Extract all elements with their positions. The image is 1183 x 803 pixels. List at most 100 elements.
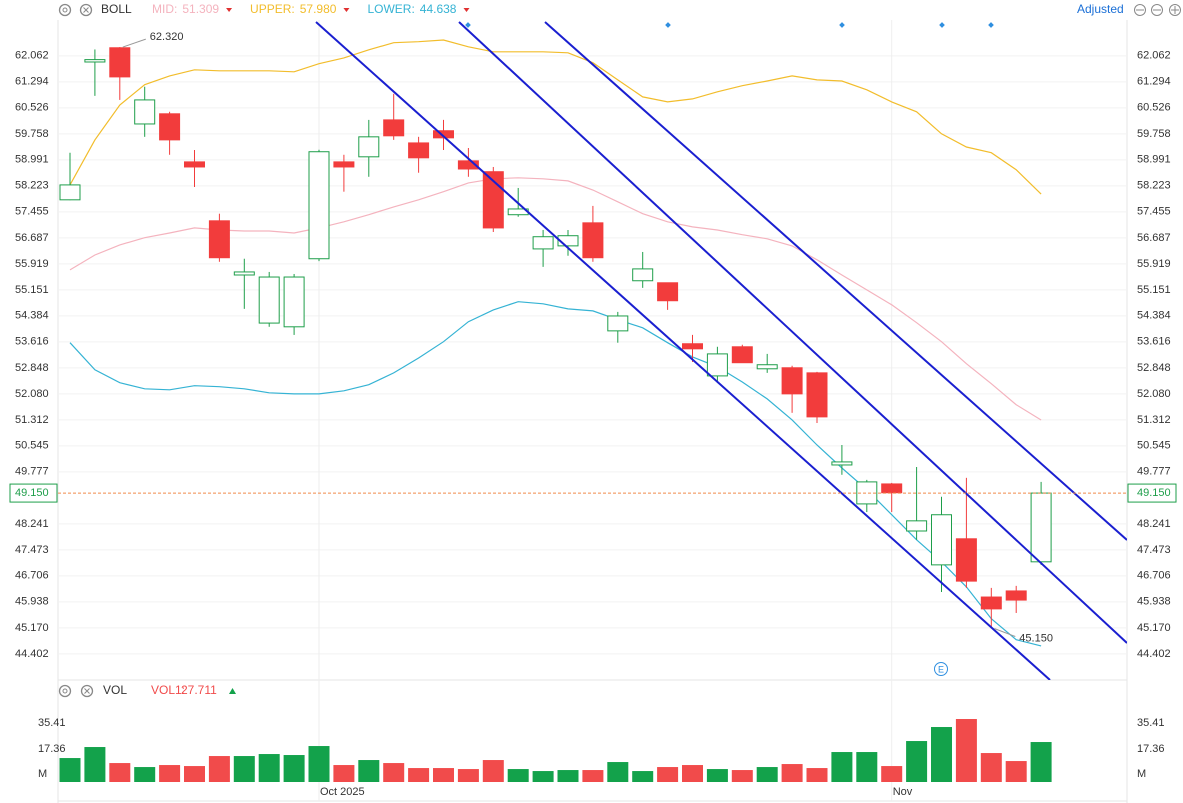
y-tick-label: 60.526 xyxy=(15,102,49,114)
candle-body xyxy=(806,372,828,418)
candle-body xyxy=(134,99,156,125)
y-tick-label: 56.687 xyxy=(1137,232,1171,244)
candle-body xyxy=(159,113,181,141)
event-icon[interactable] xyxy=(934,662,948,676)
y-tick-label: 60.526 xyxy=(1137,102,1171,114)
channel-line[interactable] xyxy=(544,21,1127,541)
candle-body xyxy=(980,596,1002,610)
legend-value: 51.309 xyxy=(182,2,219,16)
y-tick-label: 50.545 xyxy=(15,440,49,452)
legend-dropdown xyxy=(463,8,470,12)
candle-body xyxy=(706,353,728,377)
volume-ma-name: VOL1: xyxy=(151,683,185,697)
volume-bar xyxy=(59,758,81,782)
y-tick-label: 55.919 xyxy=(15,258,49,270)
y-tick-label: 59.758 xyxy=(1137,128,1171,140)
event-marker[interactable] xyxy=(988,22,994,28)
volume-bar xyxy=(1005,761,1027,782)
candle-body xyxy=(333,161,355,168)
y-tick-label: 53.616 xyxy=(15,336,49,348)
price-tag xyxy=(9,483,58,503)
y-tick-label: 35.41 xyxy=(38,717,66,729)
channel-line[interactable] xyxy=(458,21,1127,644)
y-tick-label: 53.616 xyxy=(1137,336,1171,348)
legend-name: LOWER: xyxy=(367,2,414,16)
y-tick-label: 44.402 xyxy=(15,648,49,660)
volume-bar xyxy=(84,747,106,782)
y-tick-label: 58.991 xyxy=(1137,154,1171,166)
adjust-label[interactable]: Adjusted xyxy=(1077,2,1124,16)
candle-body xyxy=(557,235,579,247)
y-tick-label: 49.777 xyxy=(1137,466,1171,478)
minus-icon[interactable] xyxy=(1151,4,1163,16)
settings-icon[interactable] xyxy=(58,684,72,698)
y-tick-label: 46.706 xyxy=(15,570,49,582)
volume-bar xyxy=(931,727,952,782)
band-line xyxy=(69,39,1042,195)
event-marker[interactable] xyxy=(665,22,671,28)
y-tick-label: 61.294 xyxy=(1137,76,1171,88)
volume-bar xyxy=(333,765,355,782)
band-line xyxy=(69,301,1042,647)
y-tick-label: 45.938 xyxy=(15,596,49,608)
y-tick-label: 52.848 xyxy=(15,362,49,374)
candle-body xyxy=(657,282,679,302)
volume-bar xyxy=(582,770,604,782)
volume-bar xyxy=(806,768,828,782)
y-tick-label: 51.312 xyxy=(1137,414,1171,426)
candle-body xyxy=(607,315,629,332)
event-marker[interactable] xyxy=(839,22,845,28)
event-marker[interactable] xyxy=(939,22,945,28)
y-tick-label: 45.938 xyxy=(1137,596,1171,608)
volume-bar xyxy=(159,765,181,782)
candle-body xyxy=(109,47,131,78)
plus-icon-cross xyxy=(1171,6,1179,14)
y-tick-label: 45.170 xyxy=(15,622,49,634)
plus-icon[interactable] xyxy=(1169,4,1181,16)
candle-body xyxy=(881,483,903,494)
volume-bar xyxy=(980,753,1002,782)
y-tick-label: 54.384 xyxy=(15,310,49,322)
y-tick-label: 47.473 xyxy=(1137,544,1171,556)
volume-bar xyxy=(258,754,280,782)
candle-body xyxy=(1005,590,1027,601)
volume-bar xyxy=(208,756,230,782)
candle-body xyxy=(84,59,106,63)
candle-body xyxy=(59,184,81,201)
volume-bar xyxy=(856,752,878,782)
volume-bar xyxy=(383,763,405,782)
candle-body xyxy=(308,151,330,260)
candle-body xyxy=(831,461,853,466)
volume-bar xyxy=(557,770,579,782)
volume-bar xyxy=(433,768,454,782)
y-tick-label: 61.294 xyxy=(15,76,49,88)
y-tick-label: 55.151 xyxy=(15,284,49,296)
settings-icon[interactable] xyxy=(58,3,72,17)
y-tick-label: 52.080 xyxy=(15,388,49,400)
volume-bar xyxy=(283,755,305,782)
y-tick-label: 54.384 xyxy=(1137,310,1171,322)
hide-icon[interactable] xyxy=(80,684,94,698)
indicator-name: BOLL xyxy=(101,2,132,16)
hide-icon[interactable] xyxy=(79,3,93,17)
high-label: 62.320 xyxy=(150,31,184,43)
channel-line[interactable] xyxy=(315,21,1051,680)
candle-body xyxy=(955,538,977,582)
candle-body xyxy=(582,222,604,259)
volume-bar xyxy=(831,752,853,782)
low-leader xyxy=(994,628,1016,637)
candle-body xyxy=(208,220,230,259)
candle-body xyxy=(756,364,778,370)
candle-body xyxy=(383,119,405,137)
event-marker[interactable] xyxy=(465,22,471,28)
collapse-icon[interactable] xyxy=(1134,4,1146,16)
y-tick-label: 49.777 xyxy=(15,466,49,478)
channel-lines xyxy=(315,21,1127,680)
candle-body xyxy=(682,343,703,350)
volume-bar xyxy=(457,769,479,782)
candle-body xyxy=(632,268,654,282)
volume-bar xyxy=(657,767,679,782)
candle-body xyxy=(233,271,255,276)
candle-body xyxy=(258,276,280,324)
